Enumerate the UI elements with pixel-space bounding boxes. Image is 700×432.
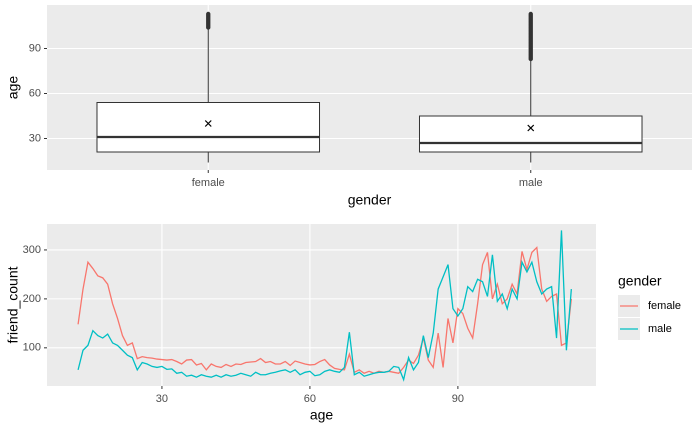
- y-tick-label: 90: [29, 42, 41, 54]
- line-series: [77, 246, 572, 375]
- x-axis-title: gender: [348, 192, 392, 208]
- y-axis-title: friend_count: [5, 266, 21, 343]
- plot-background: [47, 224, 596, 386]
- x-tick-label: 90: [452, 393, 464, 405]
- y-tick-label: 60: [29, 87, 41, 99]
- y-tick-label: 200: [23, 293, 41, 305]
- x-tick-label: 30: [156, 393, 168, 405]
- box: [96, 102, 321, 153]
- box: [418, 115, 643, 153]
- y-axis-title: age: [5, 76, 21, 100]
- legend-label: male: [648, 323, 672, 335]
- legend-title: gender: [618, 273, 662, 289]
- outlier: [528, 11, 533, 17]
- mean-marker: [204, 120, 212, 127]
- mean-marker: [527, 124, 535, 132]
- y-tick-label: 300: [23, 244, 41, 256]
- x-axis-title: age: [310, 407, 334, 423]
- x-tick-label: female: [192, 177, 225, 189]
- line-series: [77, 230, 572, 382]
- x-tick-label: male: [519, 177, 543, 189]
- legend-label: female: [648, 300, 681, 312]
- y-tick-label: 30: [29, 132, 41, 144]
- x-tick-label: 60: [304, 393, 316, 405]
- outlier: [206, 11, 211, 17]
- y-tick-label: 100: [23, 342, 41, 354]
